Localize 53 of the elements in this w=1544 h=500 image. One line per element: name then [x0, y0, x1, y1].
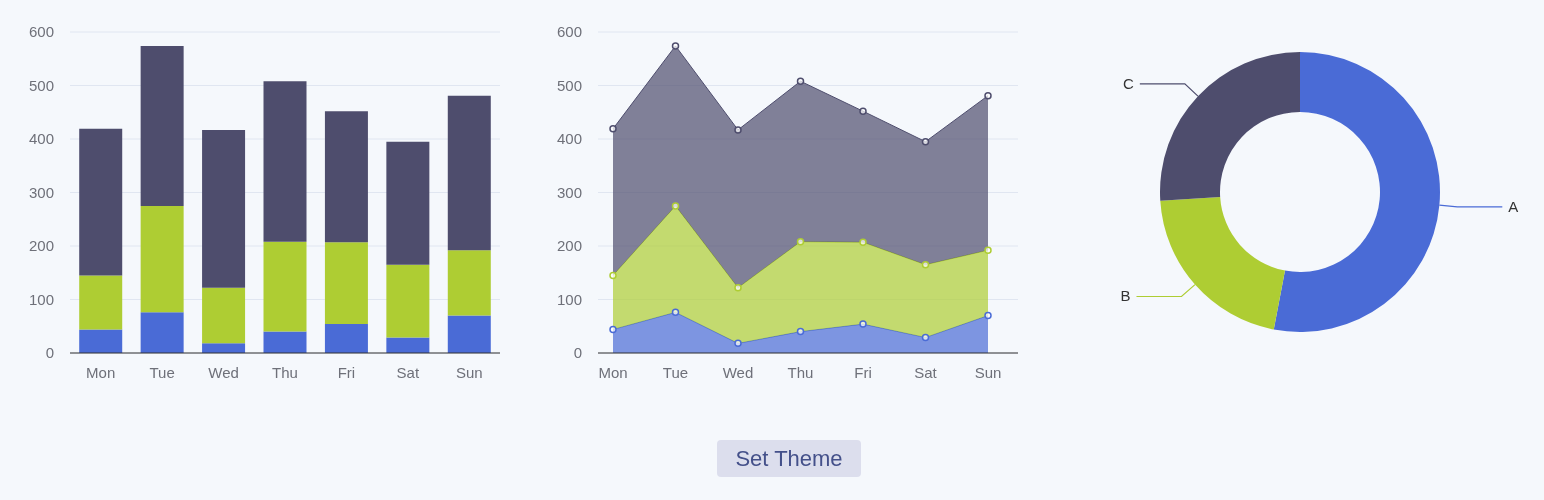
y-tick-label: 400 — [556, 130, 582, 148]
bar — [447, 315, 491, 353]
bar — [263, 81, 307, 242]
bar — [202, 287, 246, 344]
slice-label: C — [1122, 74, 1134, 92]
x-tick-label: Thu — [787, 363, 814, 381]
bar — [263, 331, 307, 353]
y-tick-label: 0 — [573, 344, 582, 362]
x-tick-label: Sun — [455, 363, 483, 381]
x-tick-label: Sun — [974, 363, 1002, 381]
bar — [447, 95, 491, 251]
bar — [140, 45, 184, 206]
x-tick-label: Wed — [722, 363, 754, 381]
y-tick-label: 600 — [28, 23, 54, 41]
slice-label: B — [1120, 287, 1131, 305]
bar — [324, 324, 368, 353]
x-tick-label: Sat — [396, 363, 420, 381]
bar — [324, 111, 368, 243]
bar — [263, 241, 307, 332]
bar — [202, 129, 246, 288]
bar — [202, 343, 246, 353]
bar — [386, 264, 430, 338]
y-tick-label: 100 — [556, 290, 582, 308]
y-tick-label: 400 — [28, 130, 54, 148]
y-tick-label: 100 — [28, 290, 54, 308]
x-tick-label: Mon — [598, 363, 628, 381]
x-tick-label: Mon — [86, 363, 116, 381]
x-tick-label: Fri — [337, 363, 356, 381]
bar — [386, 337, 430, 353]
y-tick-label: 0 — [45, 344, 54, 362]
x-tick-label: Tue — [662, 363, 689, 381]
x-tick-label: Wed — [208, 363, 239, 381]
bar — [140, 205, 184, 313]
bar — [79, 329, 123, 353]
y-tick-label: 500 — [556, 76, 582, 94]
text: Set Theme — [717, 440, 861, 477]
bar — [447, 250, 491, 316]
x-tick-label: Sat — [914, 363, 938, 381]
bar — [324, 242, 368, 325]
slice-label: A — [1508, 197, 1519, 215]
y-tick-label: 200 — [28, 237, 54, 255]
x-tick-label: Thu — [272, 363, 298, 381]
x-tick-label: Fri — [854, 363, 872, 381]
y-tick-label: 600 — [556, 23, 582, 41]
y-tick-label: 500 — [28, 76, 54, 94]
bar — [79, 128, 123, 276]
y-tick-label: 300 — [556, 183, 582, 201]
bar — [79, 275, 123, 330]
bar — [386, 141, 430, 265]
bar — [140, 312, 184, 353]
y-tick-label: 300 — [28, 183, 54, 201]
y-tick-label: 200 — [556, 237, 582, 255]
x-tick-label: Tue — [149, 363, 175, 381]
